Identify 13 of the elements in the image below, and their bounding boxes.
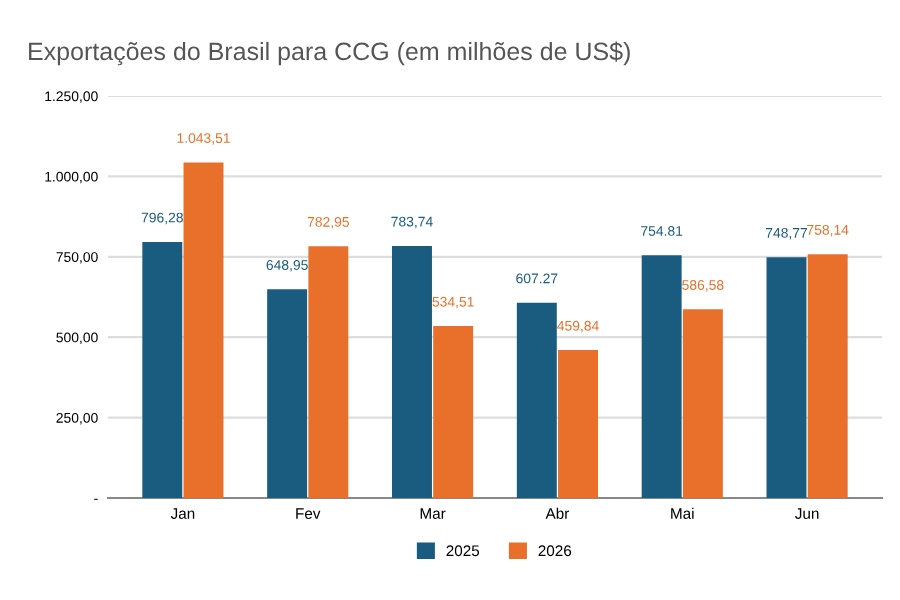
bar — [641, 255, 682, 498]
bar — [558, 350, 598, 498]
bar — [183, 162, 224, 498]
bar — [682, 309, 723, 498]
bar — [142, 241, 183, 498]
bar — [392, 245, 432, 498]
bar — [766, 257, 807, 498]
bar — [807, 254, 848, 498]
bar — [267, 289, 308, 498]
bar — [433, 326, 474, 498]
chart-title: Exportações do Brasil para CCG (em milhões de US$) — [29, 41, 630, 66]
bar — [308, 246, 349, 498]
bar — [516, 302, 557, 498]
